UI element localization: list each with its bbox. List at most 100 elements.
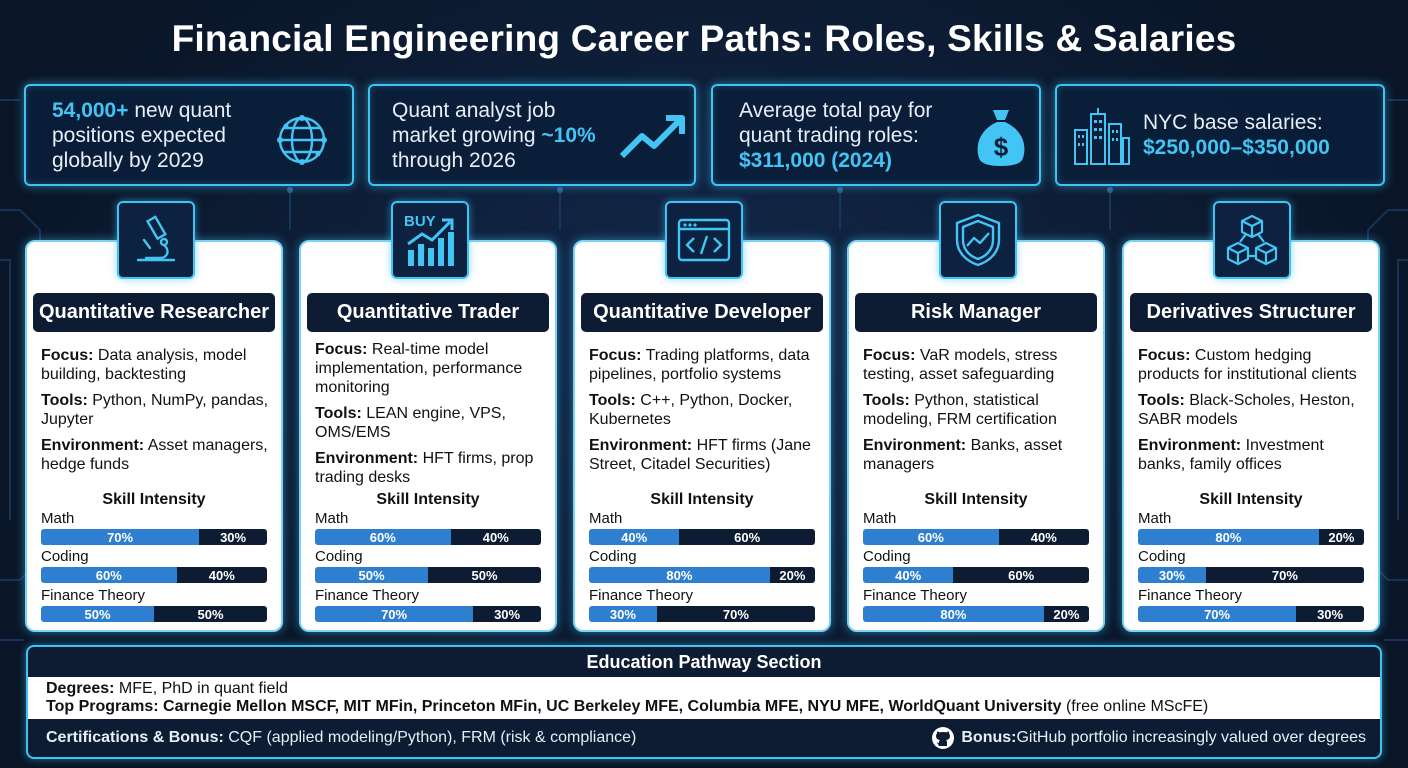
skill-bar: 60% 40%	[315, 529, 541, 545]
skill-math: Math 70% 30%	[41, 510, 267, 545]
environment-text: HFT firms (Jane Street, Citadel Securiti…	[589, 437, 811, 473]
skill-label: Math	[589, 510, 623, 527]
bonus-text: GitHub portfolio increasingly valued ove…	[1016, 729, 1366, 746]
role-title: Derivatives Structurer	[1130, 293, 1372, 332]
focus-text: Custom hedging products for institutiona…	[1138, 347, 1357, 383]
skill-intensity-title: Skill Intensity	[376, 491, 480, 508]
education-details: Degrees: MFE, PhD in quant field Top Pro…	[28, 677, 1380, 719]
education-title: Education Pathway Section	[586, 652, 822, 672]
bonus-label: Bonus:	[961, 729, 1017, 746]
skill-intensity-title: Skill Intensity	[1199, 491, 1303, 508]
skill-bar-primary: 70%	[315, 606, 474, 622]
skill-bar: 50% 50%	[41, 606, 267, 622]
environment-text: Banks, asset managers	[863, 437, 1063, 473]
role-card-quantitative-researcher: Quantitative Researcher Focus: Data anal…	[25, 240, 283, 632]
skill-bar-primary: 60%	[41, 567, 177, 583]
skill-bar-secondary: 50%	[154, 606, 267, 622]
skill-math: Math 80% 20%	[1138, 510, 1364, 545]
tools-label: Tools:	[589, 392, 636, 409]
role-title: Risk Manager	[855, 293, 1097, 332]
stat-card-nyc-salaries: NYC base salaries: $250,000–$350,000	[1055, 84, 1385, 186]
skill-intensity-title: Skill Intensity	[102, 491, 206, 508]
skill-bar-secondary: 50%	[428, 567, 541, 583]
skill-math: Math 60% 40%	[315, 510, 541, 545]
skill-finance-theory: Finance Theory 70% 30%	[315, 587, 541, 622]
skill-bar-primary: 60%	[863, 529, 999, 545]
stat-text: Quant analyst job	[392, 98, 556, 122]
skill-coding: Coding 60% 40%	[41, 548, 267, 583]
skill-bar-primary: 70%	[41, 529, 200, 545]
certifications-text: CQF (applied modeling/Python), FRM (risk…	[223, 729, 637, 746]
skill-bar: 50% 50%	[315, 567, 541, 583]
microscope-icon	[117, 201, 195, 279]
skill-bar-secondary: 30%	[473, 606, 541, 622]
skill-coding: Coding 50% 50%	[315, 548, 541, 583]
stat-card-job-growth: Quant analyst job market growing ~10% th…	[368, 84, 696, 186]
page-title: Financial Engineering Career Paths: Role…	[171, 18, 1237, 59]
education-pathway-section: Education Pathway Section Degrees: MFE, …	[26, 645, 1382, 759]
skill-label: Finance Theory	[315, 587, 419, 604]
tools-label: Tools:	[863, 392, 910, 409]
role-description: Focus: Trading platforms, data pipelines…	[589, 346, 819, 481]
skill-coding: Coding 80% 20%	[589, 548, 815, 583]
skill-bar-primary: 60%	[315, 529, 451, 545]
skill-bar-primary: 40%	[589, 529, 680, 545]
focus-label: Focus:	[1138, 347, 1191, 364]
tools-text: Black-Scholes, Heston, SABR models	[1138, 392, 1355, 428]
skill-label: Finance Theory	[1138, 587, 1242, 604]
environment-label: Environment:	[1138, 437, 1242, 454]
shield-chart-icon	[939, 201, 1017, 279]
focus-label: Focus:	[315, 341, 368, 358]
programs-label: Top Programs:	[46, 698, 159, 715]
skill-label: Finance Theory	[863, 587, 967, 604]
focus-text: Real-time model implementation, performa…	[315, 341, 523, 396]
buy-chart-icon: BUY	[391, 201, 469, 279]
skill-bar-primary: 50%	[315, 567, 428, 583]
skill-bar: 40% 60%	[589, 529, 815, 545]
stat-text: NYC base salaries:	[1143, 111, 1323, 134]
stat-text: new quant	[128, 98, 232, 122]
globe-network-icon	[277, 115, 327, 165]
stat-highlight: $250,000–$350,000	[1143, 136, 1330, 159]
stat-card-average-pay: Average total pay for quant trading role…	[711, 84, 1041, 186]
tools-text: C++, Python, Docker, Kubernetes	[589, 392, 793, 428]
skill-bar-secondary: 70%	[656, 606, 815, 622]
programs-text: Carnegie Mellon MSCF, MIT MFin, Princeto…	[158, 698, 1062, 715]
role-description: Focus: VaR models, stress testing, asset…	[863, 346, 1093, 481]
skill-intensity-title: Skill Intensity	[924, 491, 1028, 508]
skill-bar: 80% 20%	[589, 567, 815, 583]
role-title: Quantitative Researcher	[33, 293, 275, 332]
skill-label: Coding	[863, 548, 911, 565]
role-description: Focus: Data analysis, model building, ba…	[41, 346, 271, 481]
focus-label: Focus:	[589, 347, 642, 364]
tools-label: Tools:	[1138, 392, 1185, 409]
skill-bar-secondary: 40%	[450, 529, 541, 545]
skill-finance-theory: Finance Theory 70% 30%	[1138, 587, 1364, 622]
skill-bar-primary: 50%	[41, 606, 154, 622]
skill-finance-theory: Finance Theory 30% 70%	[589, 587, 815, 622]
stat-card-quant-positions: 54,000+ new quant positions expected glo…	[24, 84, 354, 186]
skill-bar: 70% 30%	[315, 606, 541, 622]
focus-label: Focus:	[863, 347, 916, 364]
stat-text: through 2026	[392, 148, 516, 172]
skill-bar-primary: 30%	[1138, 567, 1206, 583]
skill-label: Coding	[315, 548, 363, 565]
focus-text: Data analysis, model building, backtesti…	[41, 347, 247, 383]
skill-bar-secondary: 40%	[176, 567, 267, 583]
stat-text: market growing	[392, 123, 542, 147]
education-footer: Certifications & Bonus: CQF (applied mod…	[28, 719, 1380, 757]
stat-text: quant trading roles:	[739, 123, 919, 147]
svg-text:BUY: BUY	[404, 213, 436, 230]
stat-highlight: 54,000+	[52, 98, 129, 122]
trending-up-arrow-icon	[619, 115, 685, 159]
stat-text: globally by 2029	[52, 148, 204, 172]
money-bag-icon: $	[977, 110, 1025, 166]
role-title: Quantitative Developer	[581, 293, 823, 332]
skill-label: Finance Theory	[589, 587, 693, 604]
skill-finance-theory: Finance Theory 80% 20%	[863, 587, 1089, 622]
tools-label: Tools:	[41, 392, 88, 409]
skill-label: Math	[41, 510, 75, 527]
environment-label: Environment:	[863, 437, 967, 454]
skill-bar-secondary: 20%	[1318, 529, 1364, 545]
svg-text:$: $	[994, 132, 1009, 162]
